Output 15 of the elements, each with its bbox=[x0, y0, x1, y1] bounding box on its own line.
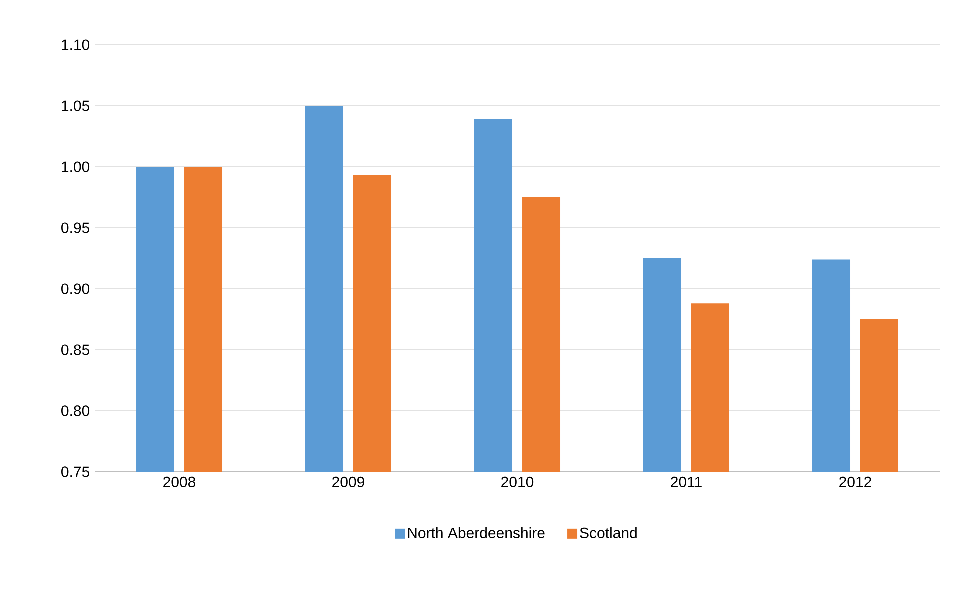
y-tick-label: 0.90 bbox=[62, 284, 90, 294]
legend-label: North Aberdeenshire bbox=[408, 527, 545, 538]
x-tick-label: 2012 bbox=[840, 476, 872, 488]
y-tick-label: 0.95 bbox=[62, 222, 90, 234]
y-tick-label: 0.75 bbox=[62, 466, 90, 478]
y-tick-label: 0.85 bbox=[62, 344, 90, 356]
y-tick-label: 0.80 bbox=[62, 406, 90, 416]
legend-label: Scotland bbox=[580, 527, 637, 538]
x-tick-label: 2011 bbox=[671, 476, 702, 488]
x-tick-label: 2009 bbox=[332, 476, 364, 488]
y-tick-label: 1.00 bbox=[62, 162, 90, 172]
y-tick-label: 1.05 bbox=[62, 100, 90, 112]
x-tick-label: 2010 bbox=[502, 476, 534, 488]
y-tick-label: 1.10 bbox=[62, 40, 90, 50]
x-tick-label: 2008 bbox=[164, 476, 196, 488]
